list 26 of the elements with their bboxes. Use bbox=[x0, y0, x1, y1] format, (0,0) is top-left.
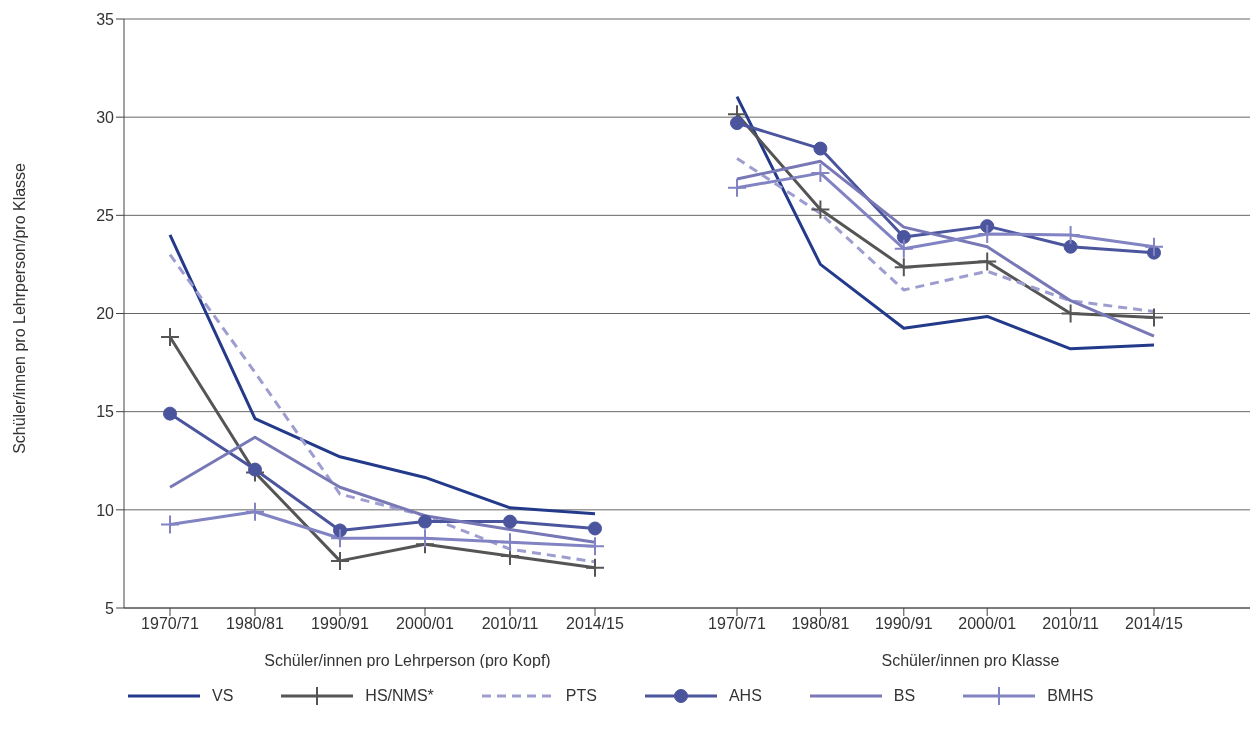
legend-label: HS/NMS* bbox=[365, 687, 434, 705]
y-tick-label: 10 bbox=[96, 501, 115, 519]
x-tick-label: 1970/71 bbox=[708, 615, 767, 633]
legend-label: AHS bbox=[728, 687, 762, 705]
x-tick-label: 2014/15 bbox=[566, 615, 625, 633]
x-tick-label: 1970/71 bbox=[141, 615, 200, 633]
legend-label: PTS bbox=[565, 687, 597, 705]
x-tick-label: 2010/11 bbox=[1042, 615, 1100, 633]
legend-label: BS bbox=[893, 687, 916, 705]
x-tick-label: 1980/81 bbox=[226, 615, 285, 633]
y-axis-title: Schüler/innen pro Lehrperson/pro Klasse bbox=[11, 162, 29, 454]
y-tick-label: 25 bbox=[96, 207, 115, 225]
x-tick-label: 1980/81 bbox=[791, 615, 850, 633]
y-tick-label: 15 bbox=[96, 403, 115, 421]
x-tick-label: 1990/91 bbox=[874, 615, 933, 633]
x-tick-label: 1990/91 bbox=[311, 615, 370, 633]
legend-label: VS bbox=[212, 687, 234, 705]
x-tick-label: 2014/15 bbox=[1125, 615, 1184, 633]
x-tick-label: 2000/01 bbox=[958, 615, 1017, 633]
y-tick-label: 30 bbox=[96, 108, 115, 126]
x-tick-label: 2010/11 bbox=[481, 615, 539, 633]
y-tick-label: 35 bbox=[96, 10, 115, 28]
x-tick-label: 2000/01 bbox=[396, 615, 455, 633]
y-tick-label: 5 bbox=[105, 599, 115, 617]
y-tick-label: 20 bbox=[96, 305, 115, 323]
legend-label: BMHS bbox=[1047, 687, 1094, 705]
